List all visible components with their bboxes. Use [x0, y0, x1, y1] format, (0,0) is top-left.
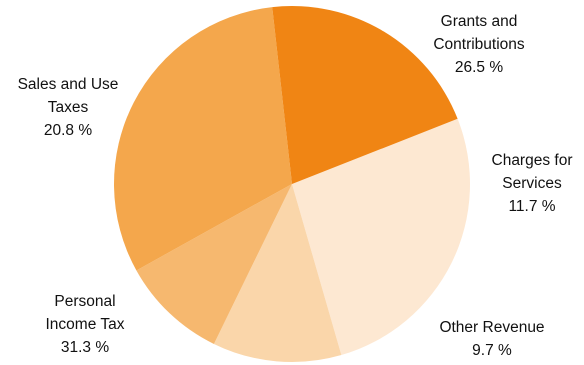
slice-value-label: 11.7 % [508, 198, 555, 215]
pie-slice-personal-income-tax [114, 7, 292, 271]
slice-name-label: Contributions [433, 36, 525, 53]
slice-value-label: 26.5 % [455, 59, 503, 76]
slice-label-grants-and-contributions: Grants and Contributions 26.5 % [433, 13, 525, 76]
slice-label-personal-income-tax: Personal Income Tax 31.3 % [46, 293, 125, 356]
slice-value-label: 20.8 % [44, 122, 92, 139]
slice-label-other-revenue: Other Revenue 9.7 % [439, 319, 544, 359]
slice-name-label: Services [502, 175, 562, 192]
slice-name-label: Taxes [48, 99, 89, 116]
pie-labels: Grants and Contributions 26.5 % Charges for… [18, 13, 573, 359]
pie-slice-grants-and-contributions [292, 118, 470, 356]
slice-name-label: Sales and Use [18, 76, 119, 93]
slice-label-sales-and-use-taxes: Sales and Use Taxes 20.8 % [18, 76, 119, 139]
pie-slice-other-revenue [136, 184, 292, 344]
pie-slice-sales-and-use-taxes [272, 5, 458, 185]
pie-slices [114, 5, 470, 363]
slice-value-label: 9.7 % [472, 342, 512, 359]
slice-name-label: Grants and [441, 13, 518, 30]
pie-slice-charges-for-services [213, 184, 342, 363]
slice-value-label: 31.3 % [61, 339, 109, 356]
slice-name-label: Other Revenue [439, 319, 544, 336]
slice-name-label: Income Tax [46, 316, 125, 333]
slice-name-label: Personal [54, 293, 115, 310]
slice-name-label: Charges for [492, 152, 573, 169]
slice-label-charges-for-services: Charges for Services 11.7 % [492, 152, 573, 215]
